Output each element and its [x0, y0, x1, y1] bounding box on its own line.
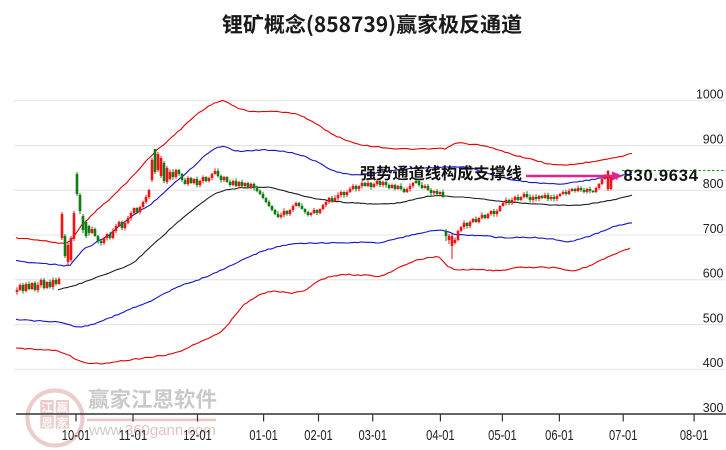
svg-text:11-01: 11-01: [119, 427, 148, 444]
svg-text:08-01: 08-01: [680, 427, 709, 444]
svg-text:05-01: 05-01: [488, 427, 517, 444]
svg-text:12-01: 12-01: [183, 427, 212, 444]
svg-text:06-01: 06-01: [545, 427, 574, 444]
svg-text:830.9634: 830.9634: [624, 167, 699, 185]
svg-text:900: 900: [703, 132, 724, 147]
svg-text:02-01: 02-01: [304, 427, 333, 444]
svg-text:700: 700: [703, 221, 724, 236]
svg-text:01-01: 01-01: [249, 427, 278, 444]
svg-text:500: 500: [703, 311, 724, 326]
svg-text:www.360gann.com: www.360gann.com: [88, 422, 216, 439]
svg-text:10-01: 10-01: [62, 427, 91, 444]
svg-text:07-01: 07-01: [609, 427, 638, 444]
svg-text:04-01: 04-01: [426, 427, 455, 444]
svg-text:800: 800: [703, 176, 724, 191]
svg-text:1000: 1000: [696, 87, 724, 102]
svg-text:03-01: 03-01: [358, 427, 387, 444]
svg-text:600: 600: [703, 266, 724, 281]
svg-text:300: 300: [703, 400, 724, 415]
svg-text:400: 400: [703, 355, 724, 370]
